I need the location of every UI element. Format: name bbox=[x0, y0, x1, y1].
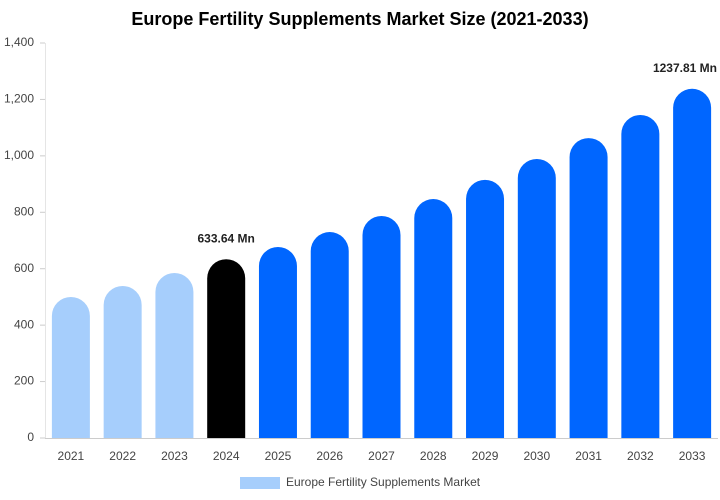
x-tick-label: 2029 bbox=[472, 449, 499, 463]
x-tick-label: 2032 bbox=[627, 449, 654, 463]
bar bbox=[673, 88, 712, 439]
x-tick-label: 2033 bbox=[679, 449, 706, 463]
bar bbox=[569, 138, 608, 438]
chart-title: Europe Fertility Supplements Market Size… bbox=[131, 9, 588, 29]
y-tick-label: 0 bbox=[27, 430, 34, 444]
legend-label: Europe Fertility Supplements Market bbox=[286, 475, 481, 489]
x-tick-label: 2024 bbox=[213, 449, 240, 463]
x-tick-label: 2028 bbox=[420, 449, 447, 463]
y-tick-label: 1,400 bbox=[4, 35, 34, 49]
x-tick-label: 2021 bbox=[58, 449, 85, 463]
x-tick-label: 2026 bbox=[316, 449, 343, 463]
bar bbox=[103, 285, 142, 438]
y-tick-label: 400 bbox=[14, 317, 34, 331]
bar bbox=[362, 215, 401, 438]
bar bbox=[155, 272, 194, 438]
x-tick-label: 2027 bbox=[368, 449, 395, 463]
x-tick-label: 2023 bbox=[161, 449, 188, 463]
bar bbox=[310, 232, 349, 438]
y-tick-label: 800 bbox=[14, 204, 34, 218]
bar bbox=[517, 158, 556, 439]
bar bbox=[51, 296, 90, 438]
bar bbox=[207, 259, 246, 438]
bar bbox=[621, 114, 660, 439]
x-tick-label: 2025 bbox=[265, 449, 292, 463]
bar bbox=[466, 179, 505, 438]
y-tick-label: 200 bbox=[14, 374, 34, 388]
data-label: 1237.81 Mn bbox=[653, 61, 717, 75]
bar bbox=[258, 246, 297, 438]
x-tick-label: 2031 bbox=[575, 449, 602, 463]
x-tick-label: 2030 bbox=[523, 449, 550, 463]
legend-swatch bbox=[240, 477, 280, 489]
x-tick-label: 2022 bbox=[109, 449, 136, 463]
y-tick-label: 1,000 bbox=[4, 148, 34, 162]
bar bbox=[414, 199, 453, 438]
data-label: 633.64 Mn bbox=[198, 231, 255, 245]
y-tick-label: 1,200 bbox=[4, 92, 34, 106]
y-tick-label: 600 bbox=[14, 261, 34, 275]
